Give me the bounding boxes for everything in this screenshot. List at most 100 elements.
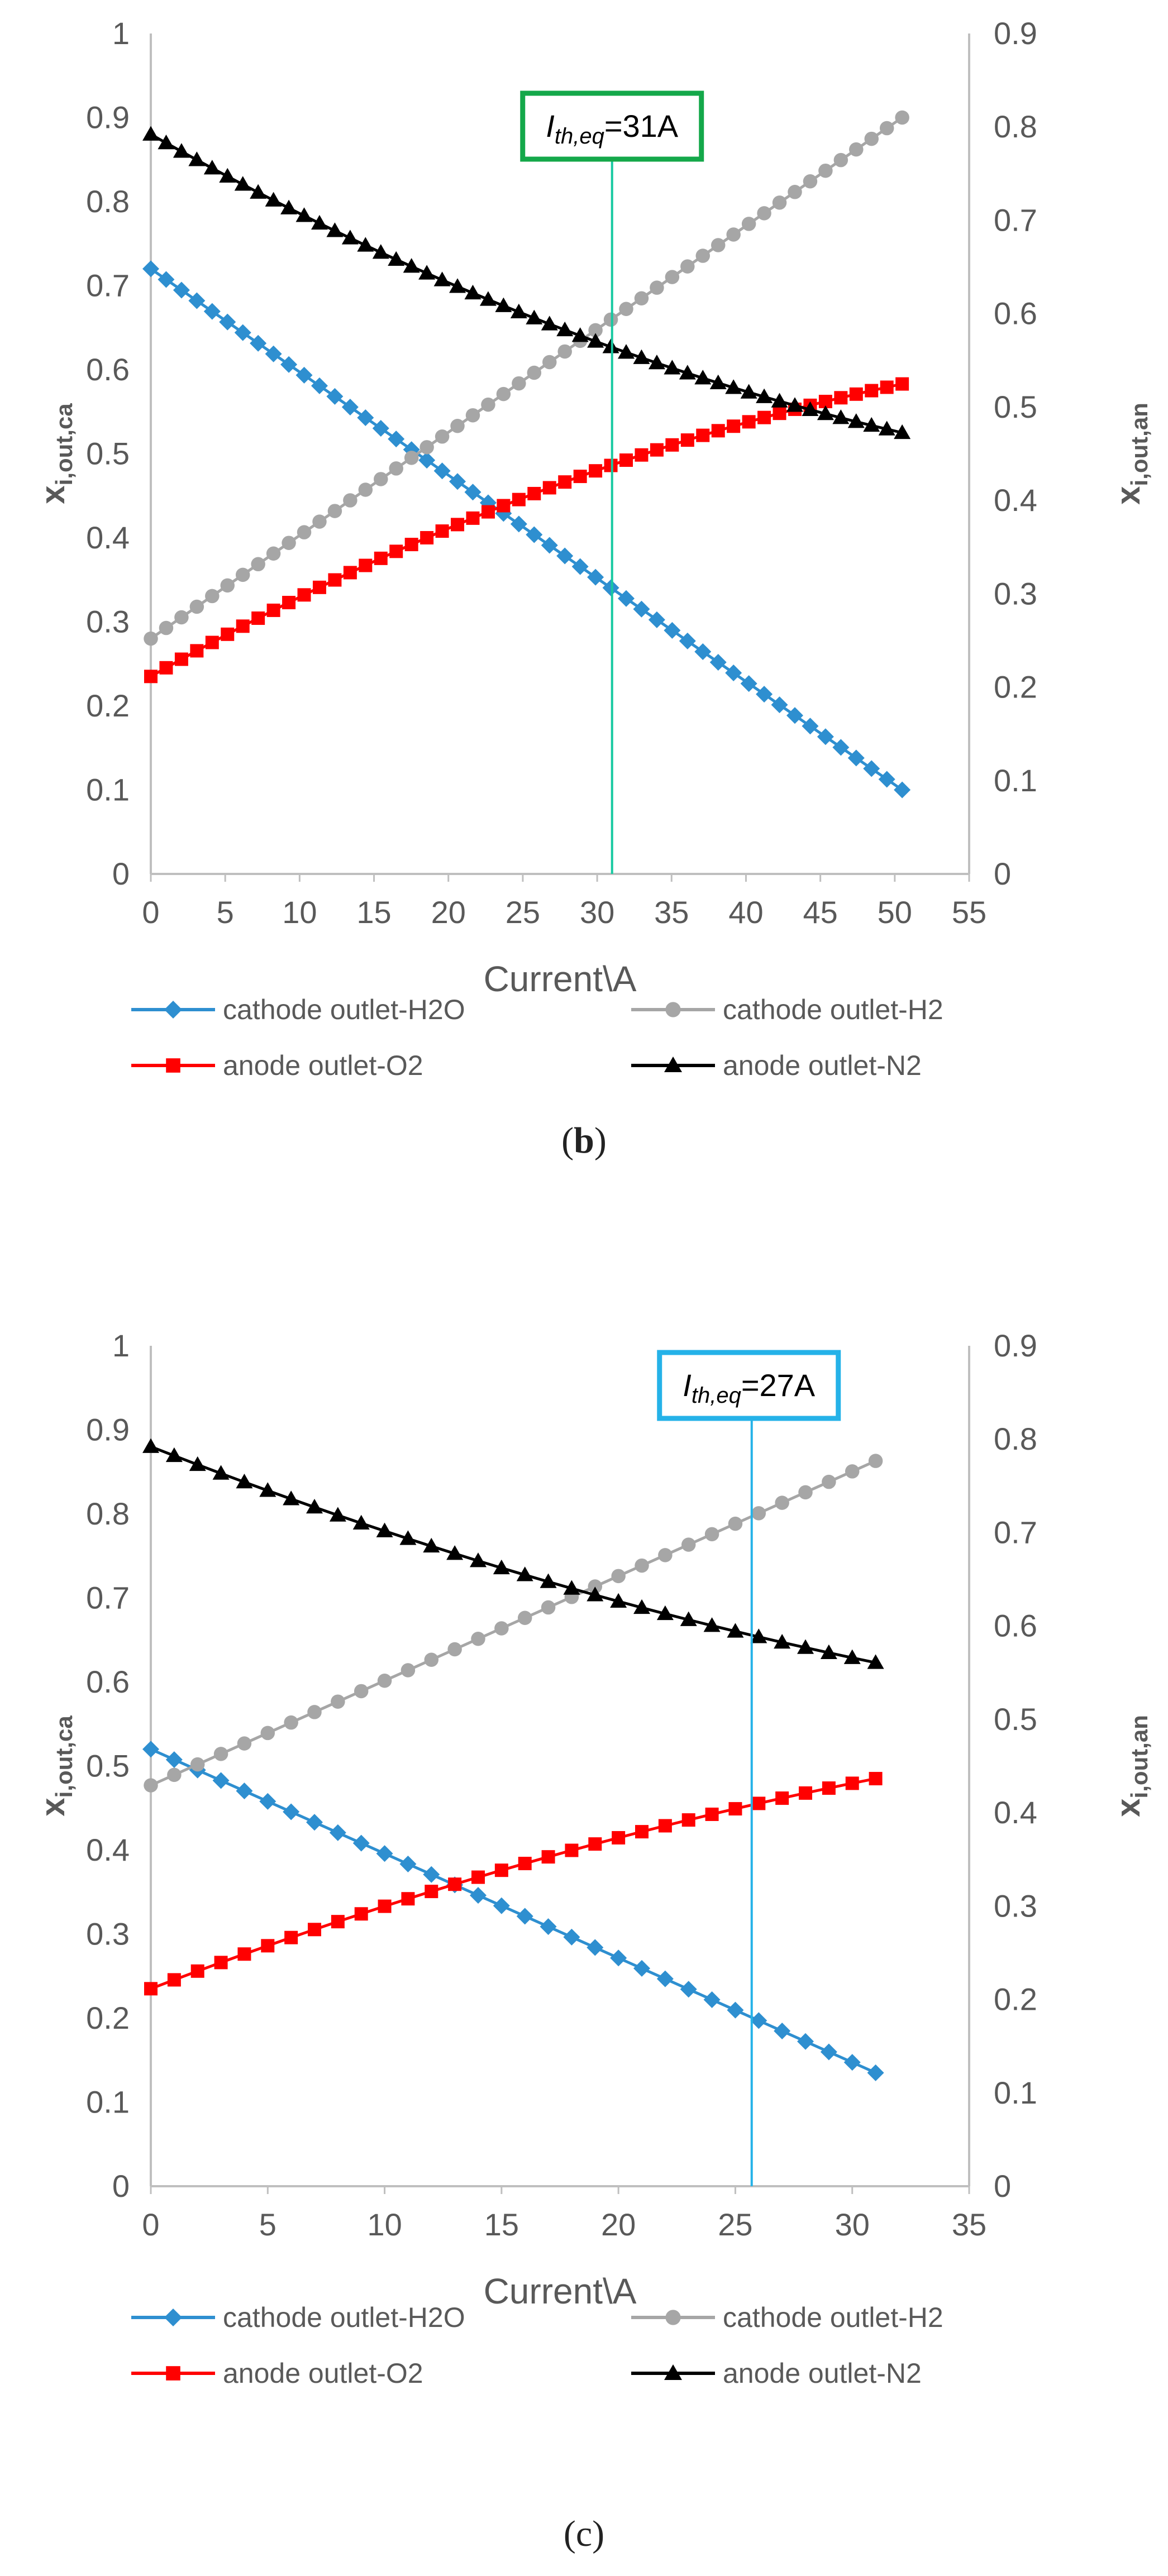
- data-point: [190, 1964, 204, 1978]
- legend-swatch-graphic: [631, 2364, 715, 2380]
- y-axis-right-label-sub: i,out,an: [1126, 403, 1152, 486]
- legend-swatch-graphic: [131, 2309, 215, 2326]
- data-point: [260, 1726, 275, 1741]
- data-point: [742, 415, 756, 429]
- data-point: [283, 1490, 300, 1506]
- legend-swatch-graphic: [131, 1001, 215, 1019]
- data-point: [843, 1649, 861, 1664]
- data-point: [869, 1772, 883, 1786]
- data-point: [863, 417, 880, 432]
- data-point: [236, 619, 250, 633]
- data-point: [399, 1530, 417, 1545]
- data-point: [418, 265, 436, 280]
- y2-tick-label: 0.4: [994, 1795, 1037, 1830]
- data-point: [880, 380, 894, 394]
- data-point: [159, 620, 174, 635]
- data-point: [311, 377, 328, 394]
- legend-item: anode outlet-O2: [131, 1049, 423, 1082]
- legend-marker: [166, 1058, 180, 1073]
- data-point: [308, 1923, 321, 1937]
- line-chart-c: 00.10.20.30.40.50.60.70.80.9100.10.20.30…: [34, 1328, 1152, 2311]
- y-tick-label: 0.9: [86, 1412, 130, 1447]
- data-point: [602, 338, 619, 353]
- data-point: [307, 1705, 322, 1719]
- data-point: [849, 387, 863, 401]
- x-tick-label: 0: [142, 895, 159, 930]
- y2-tick-label: 0.6: [994, 1608, 1037, 1643]
- legend-marker: [164, 1001, 182, 1019]
- data-point: [817, 405, 834, 420]
- data-point: [558, 475, 572, 489]
- data-point: [845, 1776, 859, 1790]
- data-point: [165, 1751, 183, 1769]
- legend-label: anode outlet-N2: [723, 2358, 922, 2389]
- legend-swatch-graphic: [631, 1057, 715, 1072]
- data-point: [705, 1807, 719, 1821]
- data-point: [425, 1885, 438, 1899]
- data-point: [471, 1632, 485, 1646]
- data-point: [679, 365, 696, 380]
- data-point: [212, 1465, 230, 1480]
- data-point: [331, 1915, 345, 1929]
- data-point: [312, 580, 326, 594]
- data-point: [354, 1684, 369, 1699]
- legend-swatch: [631, 993, 715, 1026]
- data-point: [329, 1507, 346, 1522]
- data-point: [563, 1928, 580, 1946]
- data-point: [540, 1918, 557, 1935]
- y-tick-label: 0.7: [86, 1580, 130, 1616]
- data-point: [867, 1654, 884, 1669]
- data-point: [680, 1981, 697, 1998]
- x-tick-label: 15: [356, 895, 391, 930]
- x-tick-label: 50: [878, 895, 912, 930]
- data-point: [174, 610, 189, 625]
- data-point: [451, 518, 465, 532]
- data-point: [265, 345, 282, 362]
- legend-item: cathode outlet-H2O: [131, 993, 465, 1026]
- legend-item: cathode outlet-H2: [631, 2301, 943, 2334]
- legend-item: cathode outlet-H2: [631, 993, 943, 1026]
- caption-c: (c): [563, 2513, 605, 2554]
- data-point: [694, 643, 712, 660]
- data-point: [709, 374, 727, 390]
- data-point: [650, 280, 664, 295]
- x-tick-label: 55: [952, 895, 986, 930]
- x-tick-label: 10: [367, 2207, 402, 2242]
- data-point: [404, 451, 419, 465]
- data-point: [167, 1973, 181, 1987]
- data-point: [144, 1778, 158, 1793]
- data-point: [864, 131, 879, 146]
- data-point: [681, 1813, 695, 1827]
- data-point: [665, 438, 679, 452]
- annotation-subscript: th,eq: [555, 124, 604, 149]
- data-point: [797, 1639, 814, 1654]
- data-point: [588, 1579, 603, 1594]
- data-point: [728, 1516, 743, 1531]
- data-point: [802, 718, 819, 735]
- legend-item: cathode outlet-H2O: [131, 2301, 465, 2334]
- data-point: [449, 278, 466, 293]
- data-point: [541, 537, 558, 554]
- data-point: [343, 493, 357, 508]
- data-point: [234, 324, 251, 341]
- threshold-annotation-box: [520, 90, 704, 162]
- data-point: [665, 270, 680, 284]
- data-point: [540, 1573, 557, 1588]
- data-point: [510, 515, 527, 533]
- data-point: [357, 237, 374, 252]
- data-point: [479, 291, 497, 306]
- data-point: [820, 1644, 837, 1659]
- data-point: [331, 1694, 345, 1709]
- x-tick-label: 5: [259, 2207, 276, 2242]
- data-point: [703, 1991, 721, 2008]
- data-point: [565, 1843, 579, 1857]
- data-point: [251, 611, 265, 625]
- data-point: [556, 321, 574, 337]
- data-point: [144, 631, 158, 646]
- data-point: [618, 590, 635, 607]
- series-line: [150, 1748, 876, 2075]
- data-point: [234, 176, 251, 191]
- data-point: [205, 589, 220, 604]
- data-point: [756, 686, 773, 703]
- data-point: [282, 536, 296, 550]
